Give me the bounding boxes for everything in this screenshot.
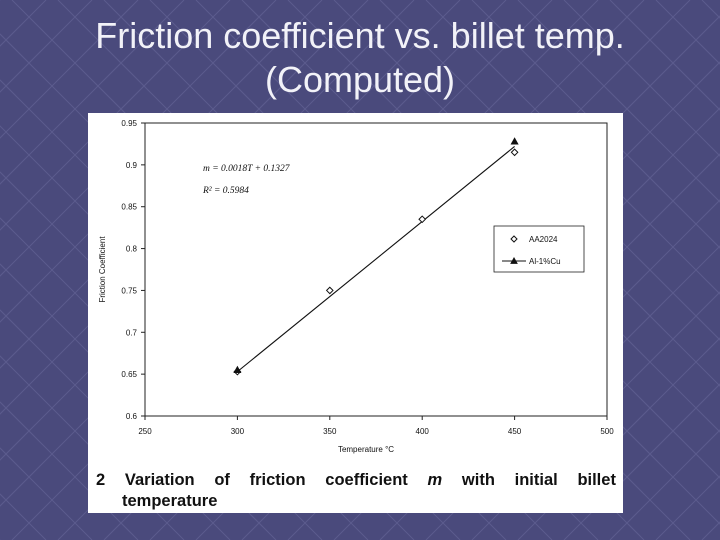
background-grid-line [609, 429, 720, 540]
x-tick-label: 300 [231, 427, 245, 436]
data-point [233, 365, 242, 374]
caption-word: initial [514, 471, 558, 489]
legend-label: AA2024 [529, 235, 558, 244]
background-grid-line [0, 0, 277, 277]
slide-title-line1: Friction coefficient vs. billet temp. [95, 15, 625, 56]
x-tick-label: 400 [416, 427, 430, 436]
plot-frame [144, 122, 608, 417]
caption-word: with [461, 471, 495, 489]
x-tick-label: 450 [508, 427, 522, 436]
x-tick-label: 500 [600, 427, 614, 436]
data-point [510, 148, 519, 157]
equation-label: m = 0.0018T + 0.1327 [203, 164, 291, 174]
caption-word: friction [249, 471, 306, 489]
y-tick-label: 0.65 [121, 370, 137, 379]
y-tick-label: 0.8 [126, 245, 138, 254]
background-grid-line [0, 0, 93, 93]
legend-marker [510, 256, 518, 264]
figure-caption: 2 Variation of friction coefficient m with ini… [96, 470, 616, 512]
background-grid-line [0, 447, 93, 540]
caption-number: 2 [96, 471, 106, 489]
background-grid-line [0, 0, 139, 139]
x-tick-label: 350 [323, 427, 337, 436]
caption-word: of [214, 471, 230, 489]
caption-line2: temperature [122, 492, 218, 510]
caption-word: coefficient [325, 471, 408, 489]
data-point [325, 286, 334, 295]
y-tick-label: 0.95 [121, 119, 137, 128]
legend: AA2024 Al-1%Cu [493, 225, 585, 273]
data-point [418, 215, 427, 224]
background-grid-line [0, 0, 231, 231]
friction-chart: 0.6 0.65 0.7 0.75 0.8 0.85 0.9 0.95 250 300 350 400… [98, 119, 614, 454]
caption-line1: 2 Variation of friction coefficient m with ini… [96, 470, 616, 491]
legend-box [493, 225, 585, 273]
legend-label: Al-1%Cu [529, 257, 561, 266]
y-tick-label: 0.6 [126, 412, 138, 421]
background-grid-line [0, 401, 139, 540]
figure-panel: 0.6 0.65 0.7 0.75 0.8 0.85 0.9 0.95 250 300 350 400… [88, 113, 623, 513]
background-grid-line [0, 0, 323, 323]
caption-word: Variation [124, 471, 195, 489]
y-tick-label: 0.75 [121, 286, 137, 295]
y-tick-label: 0.9 [126, 161, 138, 170]
background-grid-line [609, 0, 720, 111]
background-grid-line [0, 0, 185, 185]
y-tick-label: 0.7 [126, 328, 138, 337]
caption-word: m [427, 471, 443, 489]
y-tick-label: 0.85 [121, 203, 137, 212]
trendline [237, 146, 515, 373]
data-point [510, 137, 519, 145]
x-tick-label: 250 [138, 427, 152, 436]
legend-marker [510, 235, 518, 243]
caption-word: billet [577, 471, 616, 489]
x-axis-label: Temperature °C [338, 445, 394, 454]
y-axis-label: Friction Coefficient [98, 236, 107, 303]
r-squared-label: R² = 0.5984 [202, 186, 249, 196]
background-grid-line [563, 0, 720, 157]
slide-title-line2: (Computed) [264, 59, 456, 100]
background-grid-line [517, 0, 720, 203]
background-grid-line [563, 383, 720, 540]
slide-title: Friction coefficient vs. billet temp. (C… [0, 14, 720, 102]
background-grid-line [471, 0, 720, 249]
